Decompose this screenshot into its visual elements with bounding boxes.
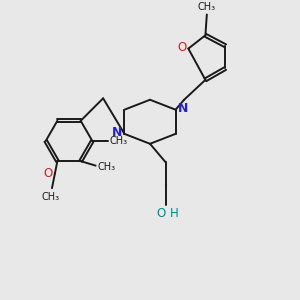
Text: CH₃: CH₃ bbox=[97, 162, 115, 172]
Text: O: O bbox=[43, 167, 52, 180]
Text: CH₃: CH₃ bbox=[198, 2, 216, 12]
Text: O: O bbox=[157, 207, 166, 220]
Text: N: N bbox=[112, 126, 122, 139]
Text: H: H bbox=[170, 207, 179, 220]
Text: CH₃: CH₃ bbox=[110, 136, 128, 146]
Text: O: O bbox=[178, 41, 187, 54]
Text: N: N bbox=[178, 102, 189, 115]
Text: CH₃: CH₃ bbox=[41, 192, 60, 202]
